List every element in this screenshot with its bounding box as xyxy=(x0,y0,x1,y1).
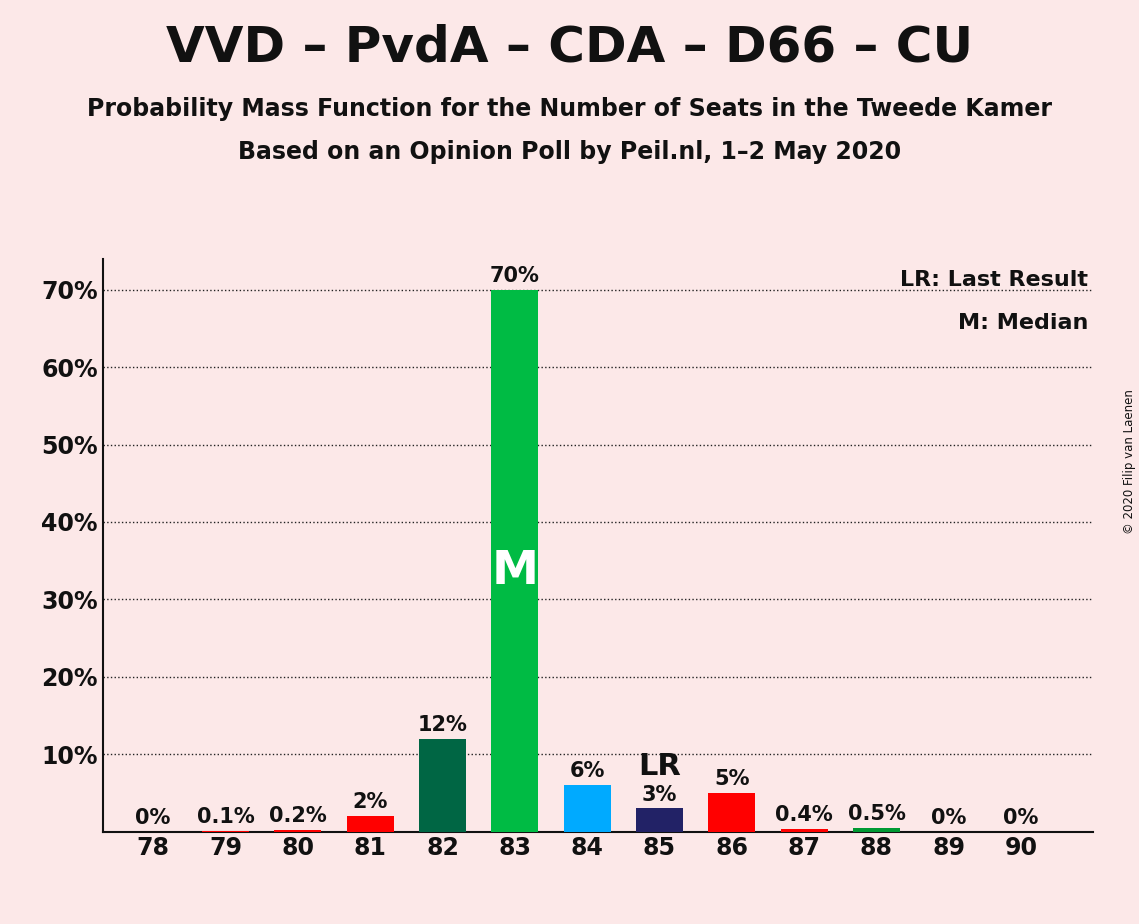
Bar xyxy=(636,808,683,832)
Text: 0%: 0% xyxy=(1003,808,1039,828)
Text: LR: LR xyxy=(638,752,681,782)
Bar xyxy=(708,793,755,832)
Text: 3%: 3% xyxy=(641,784,678,805)
Text: 5%: 5% xyxy=(714,769,749,789)
Text: 0.2%: 0.2% xyxy=(269,806,327,826)
Text: Based on an Opinion Poll by Peil.nl, 1–2 May 2020: Based on an Opinion Poll by Peil.nl, 1–2… xyxy=(238,140,901,164)
Text: 0%: 0% xyxy=(931,808,967,828)
Text: LR: Last Result: LR: Last Result xyxy=(901,270,1089,290)
Text: 6%: 6% xyxy=(570,761,605,782)
Text: 12%: 12% xyxy=(418,715,467,735)
Text: 2%: 2% xyxy=(352,792,387,812)
Text: M: M xyxy=(491,549,539,594)
Bar xyxy=(419,738,466,832)
Text: 0.1%: 0.1% xyxy=(197,807,254,827)
Text: 0.4%: 0.4% xyxy=(776,805,833,824)
Text: 70%: 70% xyxy=(490,266,540,286)
Text: Probability Mass Function for the Number of Seats in the Tweede Kamer: Probability Mass Function for the Number… xyxy=(87,97,1052,121)
Text: © 2020 Filip van Laenen: © 2020 Filip van Laenen xyxy=(1123,390,1137,534)
Text: 0.5%: 0.5% xyxy=(847,804,906,824)
Text: VVD – PvdA – CDA – D66 – CU: VVD – PvdA – CDA – D66 – CU xyxy=(166,23,973,71)
Bar xyxy=(780,829,828,832)
Text: 0%: 0% xyxy=(136,808,171,828)
Bar xyxy=(346,816,394,832)
Text: M: Median: M: Median xyxy=(958,313,1089,334)
Bar xyxy=(564,785,611,832)
Bar xyxy=(853,828,900,832)
Bar xyxy=(491,290,539,832)
Bar xyxy=(274,830,321,832)
